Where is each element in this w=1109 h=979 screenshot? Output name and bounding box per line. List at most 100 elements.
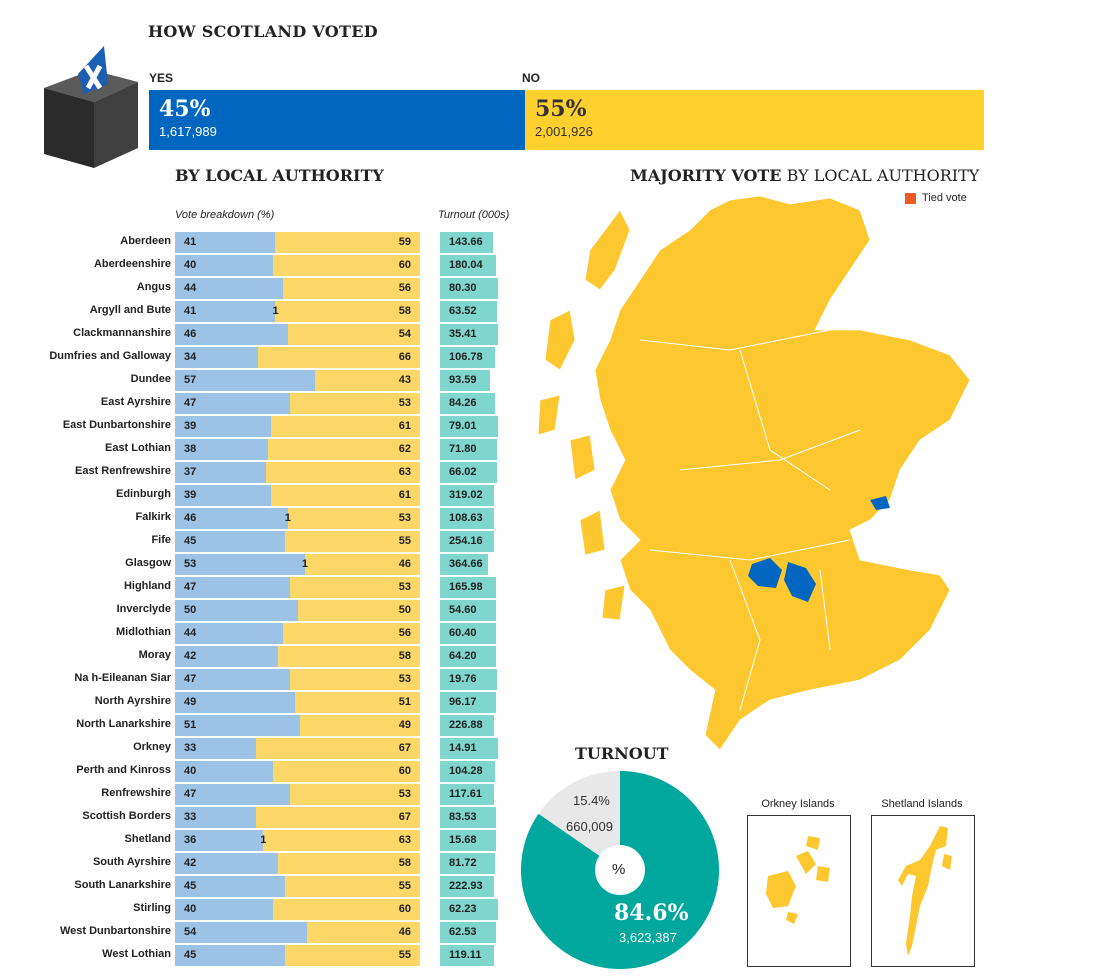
no-value: 66 — [398, 351, 411, 363]
no-value: 55 — [398, 949, 411, 961]
turnout-value: 83.53 — [449, 811, 477, 823]
yes-segment — [175, 508, 288, 529]
yes-segment — [175, 301, 276, 322]
turnout-bar: 14.91 — [440, 738, 499, 759]
breakdown-header: Vote breakdown (%) — [175, 209, 275, 221]
turnout-value: 117.61 — [449, 788, 483, 800]
yes-count: 1,617,989 — [159, 124, 217, 139]
no-value: 53 — [398, 397, 411, 409]
authority-name: East Dunbartonshire — [62, 419, 171, 431]
turnout-pie — [521, 771, 719, 969]
turnout-value: 62.23 — [449, 903, 477, 915]
vote-breakdown-bar: 44 56 — [175, 623, 420, 644]
turnout-value: 79.01 — [449, 420, 477, 432]
authority-name: Renfrewshire — [101, 787, 171, 799]
map-title-bold: MAJORITY VOTE — [630, 166, 782, 185]
vote-breakdown-bar: 33 67 — [175, 738, 420, 759]
yes-value: 47 — [184, 673, 197, 685]
no-value: 53 — [398, 512, 411, 524]
turnout-value: 106.78 — [449, 351, 483, 363]
yes-value: 36 — [184, 834, 197, 846]
scotland-map — [537, 195, 970, 751]
authority-name: Dumfries and Galloway — [49, 350, 171, 362]
yes-value: 46 — [184, 328, 197, 340]
vote-breakdown-bar: 54 46 — [175, 922, 420, 943]
turnout-bar: 35.41 — [440, 324, 499, 345]
not-voted-count: 660,009 — [566, 819, 613, 834]
turnout-bar: 119.11 — [440, 945, 494, 966]
turnout-bar: 226.88 — [440, 715, 495, 736]
yes-segment — [175, 738, 256, 759]
yes-segment — [175, 577, 291, 598]
yes-value: 33 — [184, 742, 197, 754]
yes-segment — [175, 347, 259, 368]
no-value: 58 — [398, 650, 411, 662]
yes-segment — [175, 761, 273, 782]
vote-breakdown-bar: 38 62 — [175, 439, 420, 460]
no-value: 67 — [398, 742, 411, 754]
yes-segment — [175, 876, 286, 897]
yes-segment — [175, 232, 276, 253]
authority-name: Inverclyde — [116, 603, 171, 615]
yes-summary-bar: 45% 1,617,989 — [149, 90, 525, 150]
yes-value: 47 — [184, 581, 197, 593]
yes-value: 42 — [184, 650, 197, 662]
turnout-bar: 64.20 — [440, 646, 496, 667]
authority-name: North Ayrshire — [94, 695, 171, 707]
yes-segment — [175, 416, 271, 437]
authority-name: Argyll and Bute — [89, 304, 171, 316]
no-count: 2,001,926 — [535, 124, 593, 139]
yes-value: 47 — [184, 397, 197, 409]
yes-segment — [175, 784, 291, 805]
turnout-bar: 364.66 — [440, 554, 488, 575]
no-value: 58 — [398, 305, 411, 317]
turnout-bar: 165.98 — [440, 577, 496, 598]
vote-breakdown-bar: 45 55 — [175, 531, 420, 552]
vote-breakdown-bar: 50 50 — [175, 600, 420, 621]
authority-name: East Renfrewshire — [75, 465, 171, 477]
vote-breakdown-bar: 53 1 46 — [175, 554, 420, 575]
turnout-bar: 54.60 — [440, 600, 496, 621]
vote-breakdown-bar: 39 61 — [175, 416, 420, 437]
authority-name: Glasgow — [125, 557, 171, 569]
no-label: NO — [522, 71, 540, 85]
authority-name: Fife — [151, 534, 171, 546]
turnout-bar: 96.17 — [440, 692, 496, 713]
authority-name: Falkirk — [135, 511, 171, 523]
pie-center — [595, 845, 645, 895]
turnout-value: 143.66 — [449, 236, 483, 248]
no-value: 49 — [398, 719, 411, 731]
yes-segment — [175, 945, 286, 966]
authority-name: East Ayrshire — [100, 396, 171, 408]
yes-value: 40 — [184, 903, 197, 915]
no-value: 55 — [398, 880, 411, 892]
no-value: 53 — [398, 673, 411, 685]
turnout-value: 254.16 — [449, 535, 483, 547]
vote-breakdown-bar: 42 58 — [175, 646, 420, 667]
vote-breakdown-bar: 45 55 — [175, 876, 420, 897]
ballot-box-icon — [44, 46, 138, 168]
yes-segment — [175, 899, 273, 920]
no-value: 56 — [398, 282, 411, 294]
turnout-value: 165.98 — [449, 581, 483, 593]
no-value: 53 — [398, 581, 411, 593]
authority-name: Dundee — [130, 373, 171, 385]
turnout-value: 15.68 — [449, 834, 477, 846]
turnout-value: 84.26 — [449, 397, 477, 409]
yes-value: 57 — [184, 374, 197, 386]
authority-name: Shetland — [124, 833, 171, 845]
no-value: 61 — [398, 489, 411, 501]
turnout-value: 19.76 — [449, 673, 477, 685]
authority-name: West Dunbartonshire — [59, 925, 171, 937]
voted-percent: 84.6% — [614, 900, 689, 926]
yes-value: 45 — [184, 949, 197, 961]
turnout-bar: 117.61 — [440, 784, 495, 805]
turnout-bar: 143.66 — [440, 232, 494, 253]
vote-breakdown-bar: 41 1 58 — [175, 301, 420, 322]
authority-name: North Lanarkshire — [76, 718, 171, 730]
yes-segment — [175, 324, 288, 345]
authority-name: East Lothian — [104, 442, 171, 454]
yes-value: 47 — [184, 788, 197, 800]
yes-segment — [175, 669, 291, 690]
yes-value: 42 — [184, 857, 197, 869]
